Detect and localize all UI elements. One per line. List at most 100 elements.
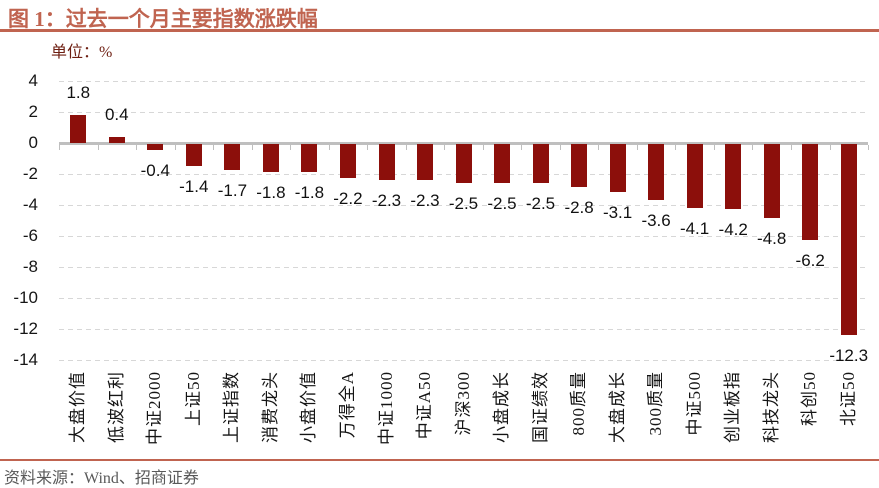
bar bbox=[301, 144, 318, 172]
bar-value-label: -2.5 bbox=[525, 193, 556, 213]
bar bbox=[609, 144, 626, 193]
bar bbox=[108, 136, 125, 143]
x-axis-category-label: 中证1000 bbox=[376, 371, 396, 445]
bar bbox=[262, 144, 279, 172]
gridline bbox=[59, 298, 868, 299]
x-axis-tick bbox=[136, 145, 137, 150]
bar-value-label: -1.4 bbox=[179, 176, 209, 196]
x-axis-tick bbox=[713, 145, 715, 150]
x-axis-tick bbox=[290, 145, 292, 150]
bar bbox=[802, 144, 819, 241]
bar-value-label: -1.8 bbox=[294, 182, 325, 202]
x-axis-category-label: 科技龙头 bbox=[761, 371, 781, 443]
y-axis-tick-label: -6 bbox=[22, 226, 38, 245]
x-axis-category-label: 低波红利 bbox=[106, 371, 126, 443]
x-axis-tick bbox=[251, 145, 253, 150]
bar bbox=[840, 144, 857, 335]
x-axis-category-label: 中证2000 bbox=[145, 371, 165, 445]
gridline bbox=[59, 236, 868, 237]
bar-value-label: 1.8 bbox=[66, 83, 91, 103]
bar-value-label: -4.8 bbox=[757, 229, 787, 249]
x-axis-tick bbox=[752, 145, 754, 150]
bar bbox=[763, 144, 780, 219]
y-axis-tick-label: -12 bbox=[13, 319, 38, 338]
bar-value-label: -4.1 bbox=[679, 218, 710, 238]
x-axis-category-label: 消费龙头 bbox=[260, 371, 280, 443]
bar bbox=[224, 144, 241, 171]
y-axis-tick-label: -14 bbox=[13, 350, 38, 369]
bar-value-label: -2.5 bbox=[448, 193, 479, 213]
x-axis-line bbox=[59, 142, 868, 145]
x-axis-category-label: 小盘成长 bbox=[492, 371, 511, 443]
x-axis-tick bbox=[59, 145, 60, 150]
y-axis-tick-label: 4 bbox=[28, 71, 38, 90]
bar bbox=[725, 144, 742, 210]
x-axis-tick bbox=[174, 145, 176, 150]
bar-value-label: 0.4 bbox=[104, 104, 129, 124]
bar-value-label: -2.3 bbox=[371, 190, 402, 210]
bar bbox=[185, 144, 202, 166]
gridline bbox=[59, 81, 868, 82]
x-axis-category-label: 沪深300 bbox=[453, 371, 473, 436]
y-axis-tick-label: -2 bbox=[22, 164, 38, 183]
bar bbox=[571, 144, 588, 188]
bar-value-label: -3.1 bbox=[602, 203, 633, 223]
bar bbox=[70, 115, 87, 143]
bar-value-label: -4.2 bbox=[718, 220, 748, 240]
x-axis-tick bbox=[598, 145, 600, 150]
bar bbox=[417, 144, 433, 180]
x-axis-tick bbox=[791, 145, 792, 150]
gridline bbox=[59, 205, 868, 206]
unit-label: 单位：% bbox=[51, 44, 113, 61]
gridline bbox=[59, 360, 868, 361]
figure-title: 图 1：过去一个月主要指数涨跌幅 bbox=[8, 7, 318, 31]
bar-value-label: -2.8 bbox=[564, 198, 594, 218]
bar bbox=[648, 144, 665, 200]
x-axis-category-label: 万得全A bbox=[337, 371, 357, 439]
bar-value-label: -1.7 bbox=[217, 181, 248, 201]
bar bbox=[532, 144, 549, 183]
bar-value-label: -3.6 bbox=[641, 210, 671, 230]
bar bbox=[339, 144, 356, 179]
source-note: 资料来源：Wind、招商证券 bbox=[4, 470, 199, 487]
gridline bbox=[59, 329, 868, 330]
bar-value-label: -2.3 bbox=[410, 190, 440, 210]
bar-value-label: -1.8 bbox=[256, 182, 286, 202]
y-axis-tick-label: -8 bbox=[22, 257, 38, 276]
x-axis-tick bbox=[521, 145, 523, 150]
x-axis-tick bbox=[482, 145, 484, 150]
gridline bbox=[59, 267, 868, 268]
x-axis-tick bbox=[97, 145, 99, 150]
x-axis-tick bbox=[444, 145, 446, 150]
x-axis-category-label: 创业板指 bbox=[723, 371, 743, 443]
y-axis-tick-label: -4 bbox=[22, 195, 38, 214]
x-axis-tick bbox=[636, 145, 638, 150]
bar bbox=[686, 144, 703, 208]
x-axis-tick bbox=[405, 145, 407, 150]
bar-value-label: -12.3 bbox=[829, 345, 869, 365]
x-axis-category-label: 800质量 bbox=[569, 371, 589, 436]
bar-value-label: -0.4 bbox=[140, 161, 170, 181]
y-axis-tick-label: -10 bbox=[13, 288, 38, 307]
x-axis-category-label: 北证50 bbox=[838, 371, 858, 426]
bar-value-label: -6.2 bbox=[795, 251, 825, 271]
x-axis-tick bbox=[213, 145, 215, 150]
x-axis-category-label: 大盘成长 bbox=[607, 371, 627, 443]
x-axis-category-label: 300质量 bbox=[646, 371, 666, 436]
x-axis-tick bbox=[559, 145, 561, 150]
x-axis-category-label: 大盘价值 bbox=[68, 371, 88, 443]
x-axis-category-label: 中证A50 bbox=[415, 371, 434, 440]
x-axis-tick bbox=[829, 145, 831, 150]
x-axis-category-label: 小盘价值 bbox=[299, 371, 319, 443]
title-divider bbox=[0, 29, 879, 32]
bar-value-label: -2.5 bbox=[487, 193, 517, 213]
bar bbox=[455, 144, 472, 183]
y-axis-tick-label: 0 bbox=[28, 133, 38, 152]
bar-value-label: -2.2 bbox=[333, 189, 363, 209]
x-axis-tick bbox=[868, 145, 869, 150]
x-axis-category-label: 国证绩效 bbox=[530, 371, 550, 443]
x-axis-tick bbox=[367, 145, 369, 150]
gridline bbox=[59, 112, 868, 113]
y-axis-tick-label: 2 bbox=[28, 102, 38, 121]
